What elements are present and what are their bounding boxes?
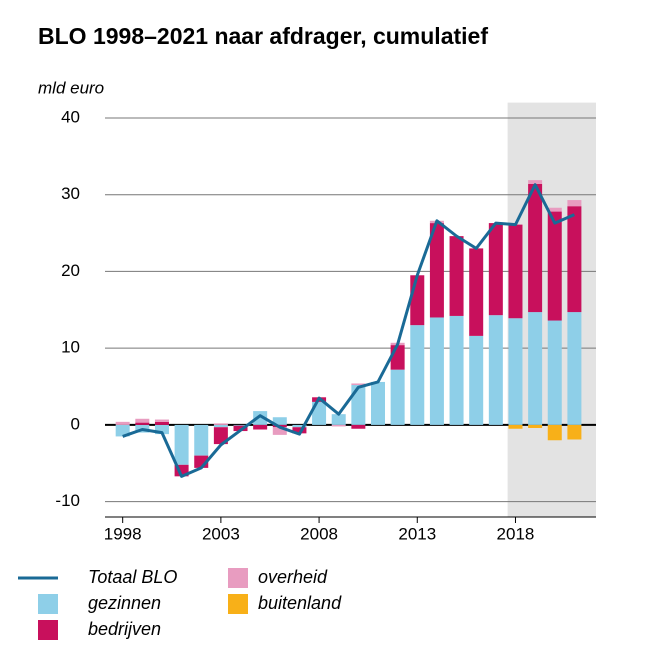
legend-swatch: [228, 594, 248, 614]
bar: [508, 318, 523, 425]
bar: [508, 224, 523, 319]
x-tick-label: 2003: [202, 524, 240, 543]
bar: [154, 421, 169, 425]
bar: [213, 423, 228, 425]
bar: [331, 414, 346, 425]
bar: [528, 312, 543, 425]
bar: [469, 335, 484, 425]
bar: [567, 424, 582, 440]
bar: [253, 424, 268, 430]
bar: [528, 180, 543, 184]
bar: [390, 369, 405, 425]
bar: [429, 223, 444, 318]
legend-label: buitenland: [258, 593, 342, 613]
line: [122, 183, 575, 478]
bar: [351, 383, 366, 386]
legend-swatch: [38, 620, 58, 640]
y-axis-label: mld euro: [38, 78, 104, 97]
bar: [547, 424, 562, 441]
bar: [233, 424, 248, 426]
bar: [351, 385, 366, 425]
bar: [488, 315, 503, 425]
legend-label: bedrijven: [88, 619, 161, 639]
y-tick-label: 30: [61, 184, 80, 203]
bar: [174, 424, 189, 465]
bar: [154, 419, 169, 422]
bar: [292, 424, 307, 428]
bar: [213, 424, 228, 428]
bar: [449, 236, 464, 316]
bar: [567, 312, 582, 425]
legend-swatch: [228, 568, 248, 588]
bar: [154, 424, 169, 435]
bar: [135, 422, 150, 425]
bar: [410, 325, 425, 425]
bar: [547, 320, 562, 425]
bar: [508, 424, 523, 429]
bar: [370, 381, 385, 425]
legend-label: overheid: [258, 567, 328, 587]
legend-label: Totaal BLO: [88, 567, 177, 587]
bar: [567, 206, 582, 313]
y-tick-label: 0: [71, 414, 80, 433]
bar: [429, 317, 444, 425]
bar: [528, 183, 543, 313]
bar: [528, 424, 543, 428]
y-tick-label: 10: [61, 338, 80, 357]
x-tick-label: 1998: [104, 524, 142, 543]
bar: [135, 418, 150, 423]
y-tick-label: -10: [55, 491, 80, 510]
x-tick-label: 2013: [398, 524, 436, 543]
bar: [488, 223, 503, 316]
bar: [469, 248, 484, 336]
bar: [253, 411, 268, 425]
bar: [547, 207, 562, 212]
bar: [194, 424, 209, 456]
bar: [115, 424, 130, 437]
x-tick-label: 2018: [497, 524, 535, 543]
bar: [410, 275, 425, 326]
bar: [449, 315, 464, 425]
bar: [272, 427, 287, 435]
bar: [174, 464, 189, 477]
legend-swatch: [38, 594, 58, 614]
x-tick-label: 2008: [300, 524, 338, 543]
bar: [331, 424, 346, 427]
bar: [390, 345, 405, 370]
bar: [115, 421, 130, 425]
y-tick-label: 40: [61, 107, 80, 126]
y-tick-label: 20: [61, 261, 80, 280]
bar: [351, 424, 366, 429]
legend-label: gezinnen: [88, 593, 161, 613]
chart-title: BLO 1998–2021 naar afdrager, cumulatief: [38, 23, 488, 49]
bar: [233, 425, 248, 432]
bar: [213, 427, 228, 445]
bar: [272, 417, 287, 425]
bar: [292, 427, 307, 434]
bar: [547, 211, 562, 321]
bar: [567, 200, 582, 207]
bar: [312, 401, 327, 425]
